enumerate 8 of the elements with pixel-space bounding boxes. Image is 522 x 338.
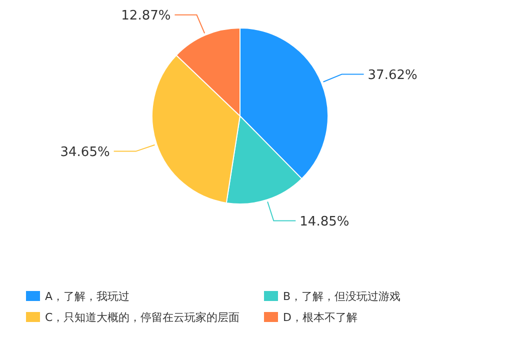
legend-label: A，了解，我玩过 (45, 290, 130, 303)
legend-label: B，了解，但没玩过游戏 (283, 290, 401, 303)
data-label: 12.87% (121, 8, 171, 24)
legend-label: C，只知道大概的，停留在云玩家的层面 (45, 310, 240, 324)
data-label: 14.85% (300, 214, 350, 230)
data-label: 37.62% (368, 68, 418, 83)
data-label: 34.65% (60, 144, 110, 160)
legend-label: D，根本不了解 (283, 310, 358, 324)
